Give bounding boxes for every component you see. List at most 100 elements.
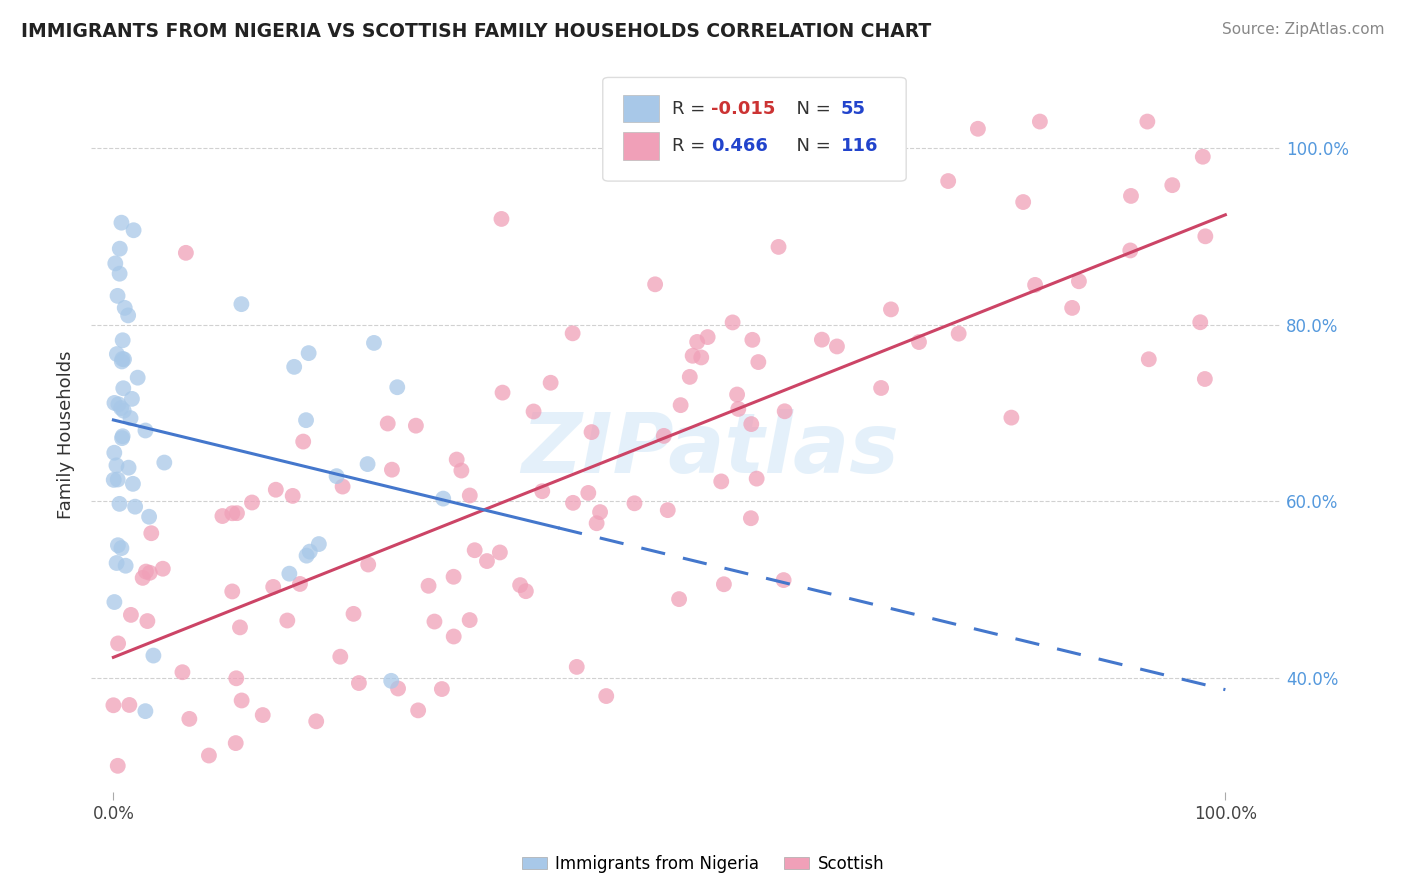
Point [298,346,321,360]
Point [1194,229,1216,244]
Point [1119,189,1142,203]
Point [948,326,970,341]
Point [127,370,149,384]
Point [179,712,201,726]
Point [458,488,481,502]
Point [1024,277,1046,292]
Point [430,681,453,696]
Point [380,673,402,688]
Point [652,429,675,443]
Point [668,592,690,607]
Point [772,573,794,587]
Point [936,174,959,188]
FancyBboxPatch shape [623,133,658,160]
Point [111,354,134,368]
Point [432,491,454,506]
Point [117,460,139,475]
Text: R =: R = [672,100,711,118]
Point [120,607,142,622]
Point [118,698,141,712]
Point [623,496,645,510]
Point [1067,274,1090,288]
Point [298,544,321,558]
Point [111,431,134,445]
Point [108,497,131,511]
Point [773,404,796,418]
Point [741,333,763,347]
Point [381,463,404,477]
Point [111,429,134,443]
Point [122,476,145,491]
Point [329,649,352,664]
Point [562,496,585,510]
Point [347,676,370,690]
Point [107,397,129,411]
FancyBboxPatch shape [623,95,658,122]
Point [110,541,132,555]
Point [644,277,666,292]
Point [198,748,221,763]
Point [107,759,129,773]
Point [108,267,131,281]
Point [281,489,304,503]
Point [589,505,612,519]
Point [745,472,768,486]
Text: R =: R = [672,137,711,155]
Point [576,486,599,500]
Point [105,458,128,473]
Point [1194,372,1216,386]
Point [252,708,274,723]
Point [138,509,160,524]
Point [134,424,156,438]
Point [1191,150,1213,164]
Point [1119,244,1142,258]
Y-axis label: Family Households: Family Households [58,351,75,519]
Point [107,636,129,650]
Point [120,411,142,425]
Point [377,417,399,431]
Point [1136,114,1159,128]
Point [1189,315,1212,329]
Point [458,613,481,627]
Point [870,381,893,395]
Point [142,648,165,663]
Point [108,242,131,256]
Point [114,301,136,315]
Point [229,620,252,634]
Point [153,456,176,470]
Point [1000,410,1022,425]
Point [725,387,748,401]
Point [107,473,129,487]
Point [111,351,134,366]
Point [305,714,328,729]
Point [231,297,253,311]
Point [1161,178,1184,193]
Point [880,302,903,317]
Point [356,457,378,471]
Point [308,537,330,551]
Point [406,703,429,717]
Point [423,615,446,629]
Point [967,121,990,136]
Point [105,556,128,570]
Point [104,256,127,270]
Point [278,566,301,581]
Point [363,335,385,350]
Point [124,500,146,514]
Point [387,681,409,696]
Point [276,614,298,628]
Point [727,401,749,416]
Point [357,558,380,572]
Point [152,562,174,576]
Point [117,309,139,323]
Point [105,347,128,361]
Point [565,660,588,674]
Point [740,417,762,431]
Point [768,240,790,254]
Point [225,736,247,750]
Point [122,223,145,237]
Point [295,549,318,563]
Point [446,452,468,467]
Point [131,571,153,585]
Point [405,418,427,433]
